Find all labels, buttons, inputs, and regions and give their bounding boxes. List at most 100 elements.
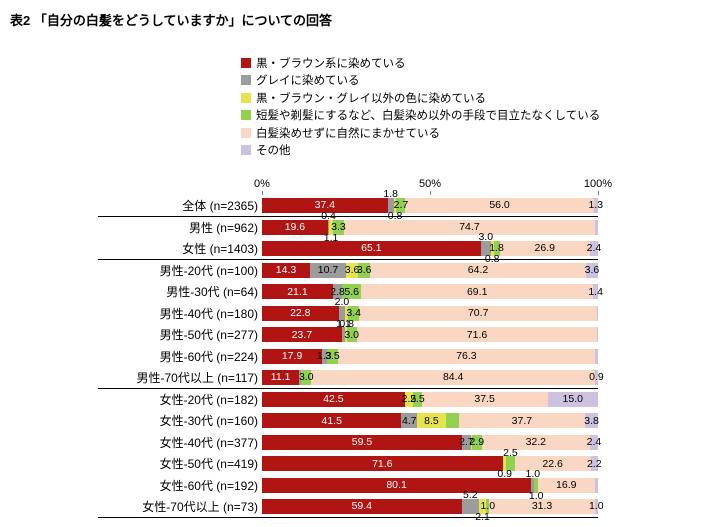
axis-tick-label: 50% xyxy=(418,178,442,190)
bar-track: 37.4 1.8 0.8 2.7 56.0 1.3 xyxy=(262,189,603,221)
segment-value-label: 15.0 xyxy=(562,393,583,405)
chart-row: 女性-30代 (n=160) 41.5 4.7 8.5 37.7 3.8 xyxy=(98,410,599,432)
bar-segment xyxy=(470,434,472,450)
bar-segment: 19.6 xyxy=(262,219,328,235)
row-label: 女性-20代 (n=182) xyxy=(159,392,258,407)
bar-segment: 2.8 xyxy=(330,284,345,300)
segment-value-label: 37.7 xyxy=(511,414,533,427)
bar-segment: 2.0 xyxy=(335,297,349,321)
segment-value-label: 2.9 xyxy=(469,436,485,448)
segment-value-label: 42.5 xyxy=(323,393,344,405)
chart-row: 全体 (n=2365) 37.4 1.8 0.8 2.7 56.0 1.3 xyxy=(98,189,603,221)
bar-segment: 17.9 xyxy=(262,348,323,364)
bar-segment: 0.9 xyxy=(497,456,512,479)
chart-row: 男性-30代 (n=64) 21.1 2.8 5.6 69.1 1.4 xyxy=(98,281,603,303)
chart-row: 女性 (n=1403) 65.1 3.0 0.8 1.8 26.9 2.4 xyxy=(98,232,601,264)
chart-row: 女性-50代 (n=419) 71.6 0.9 2.5 22.6 2.2 xyxy=(98,448,602,480)
segment-value-label: 2.5 xyxy=(503,446,518,459)
segment-value-label: 80.1 xyxy=(386,479,407,491)
bar-segment: 1.0 xyxy=(525,469,540,493)
segment-value-label: 71.6 xyxy=(466,328,488,341)
bar-segment: 71.6 xyxy=(356,327,598,343)
row-label: 全体 (n=2365) xyxy=(182,198,258,213)
segment-value-label: 26.9 xyxy=(534,242,555,254)
bar-segment: 5.6 xyxy=(342,284,362,300)
bar-segment: 2.2 xyxy=(587,456,602,472)
bar-segment: 0.4 xyxy=(321,211,336,235)
bar-segment: 37.7 xyxy=(458,413,586,429)
bar-segment: 84.4 xyxy=(311,369,595,385)
segment-value-label: 1.0 xyxy=(525,468,541,481)
segment-value-label: 1.3 xyxy=(588,199,604,211)
legend-swatch xyxy=(241,92,251,103)
bar-segment: 15.0 xyxy=(547,391,598,407)
legend-item: 黒・ブラウン・グレイ以外の色に染めている xyxy=(241,89,600,107)
bar-segment: 5.2 xyxy=(461,490,480,514)
segment-value-label: 2.5 xyxy=(410,393,425,405)
segment-value-label: 2.4 xyxy=(586,242,602,254)
legend-item: 短髪や剃髪にするなど、白髪染め以外の手段で目立たなくしている xyxy=(241,107,600,125)
row-label: 女性-70代以上 (n=73) xyxy=(142,499,258,514)
bar-segment: 3.0 xyxy=(478,232,493,256)
row-label: 女性-40代 (n=377) xyxy=(159,435,258,450)
bar-track: 23.7 1.1 3.0 71.6 xyxy=(262,319,598,343)
legend: 黒・ブラウン系に染めている グレイに染めている 黒・ブラウン・グレイ以外の色に染めて… xyxy=(241,54,600,159)
legend-swatch xyxy=(241,145,251,156)
segment-value-label: 3.0 xyxy=(344,328,359,341)
row-label: 女性-50代 (n=419) xyxy=(159,457,258,472)
bar-segment: 56.0 xyxy=(405,197,594,213)
segment-value-label: 31.3 xyxy=(531,500,553,512)
bar-segment xyxy=(594,219,598,235)
bar-segment: 22.8 xyxy=(262,305,339,321)
bar-segment: 1.3 xyxy=(588,197,603,213)
axis-tick-label: 100% xyxy=(583,178,613,190)
bar-segment: 1.3 xyxy=(317,348,332,364)
bar-segment: 59.5 xyxy=(262,434,462,450)
row-label: 男性-50代 (n=277) xyxy=(159,328,258,343)
chart-row: 女性-40代 (n=377) 59.5 2.7 2.9 32.2 2.4 xyxy=(98,432,601,454)
bar-segment xyxy=(596,305,598,321)
bar-segment: 76.3 xyxy=(338,348,595,364)
segment-value-label: 0.9 xyxy=(497,468,513,481)
segment-value-label: 0.8 xyxy=(339,317,354,330)
segment-value-label: 37.4 xyxy=(314,199,336,211)
segment-value-label: 76.3 xyxy=(456,350,477,362)
segment-value-label: 2.1 xyxy=(475,510,490,523)
bar-track: 21.1 2.8 5.6 69.1 1.4 xyxy=(262,284,603,300)
chart-row: 男性-60代 (n=224) 17.9 1.3 3.5 76.3 xyxy=(98,346,598,368)
segment-value-label: 32.2 xyxy=(525,436,547,448)
bar-segment: 1.0 xyxy=(529,477,543,501)
bar-segment: 42.5 xyxy=(262,391,405,407)
segment-value-label: 37.5 xyxy=(474,393,495,405)
segment-value-label: 14.3 xyxy=(275,264,297,276)
segment-value-label: 70.7 xyxy=(467,307,489,319)
segment-value-label: 1.0 xyxy=(528,489,544,502)
legend-swatch xyxy=(241,110,251,121)
legend-item: 黒・ブラウン系に染めている xyxy=(241,54,600,72)
bar-segment: 32.2 xyxy=(481,434,590,450)
segment-value-label: 3.8 xyxy=(584,414,599,427)
chart-row: 男性-20代 (n=100) 14.3 10.7 3.6 3.6 64.2 3.6 xyxy=(98,260,600,282)
bar-segment: 3.5 xyxy=(325,348,340,364)
bar-segment: 3.8 xyxy=(584,413,599,429)
legend-swatch xyxy=(241,127,251,138)
bar-segment: 4.7 xyxy=(401,413,418,429)
segment-value-label: 2.5 xyxy=(401,393,417,405)
segment-value-label: 16.9 xyxy=(556,479,577,491)
segment-value-label: 2.7 xyxy=(393,199,409,211)
segment-value-label: 22.6 xyxy=(542,457,563,470)
bar-segment: 11.1 xyxy=(262,369,300,385)
bar-segment: 23.7 xyxy=(262,327,342,343)
bar-segment: 16.9 xyxy=(537,477,595,493)
segment-value-label: 1.0 xyxy=(480,500,496,512)
bar-segment: 8.5 xyxy=(417,413,446,429)
segment-value-label: 41.5 xyxy=(321,414,342,427)
bar-track: 17.9 1.3 3.5 76.3 xyxy=(262,348,598,364)
row-label: 男性-70代以上 (n=117) xyxy=(136,370,258,385)
segment-value-label: 3.6 xyxy=(584,264,600,276)
axis-tick-label: 0% xyxy=(254,178,270,190)
segment-value-label: 5.2 xyxy=(463,489,478,502)
segment-value-label: 0.8 xyxy=(387,209,403,222)
segment-value-label: 69.1 xyxy=(466,285,488,298)
legend-label: その他 xyxy=(256,145,291,158)
